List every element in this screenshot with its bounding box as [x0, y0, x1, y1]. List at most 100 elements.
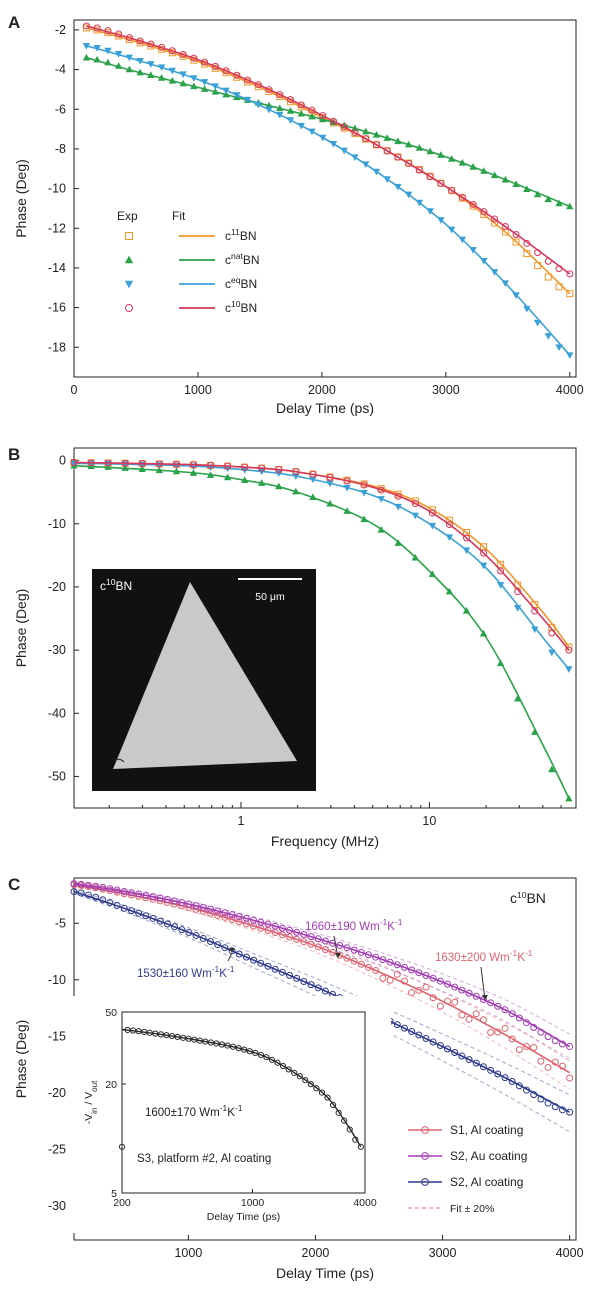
inset-y-tick-label: 20	[105, 1079, 117, 1091]
inset-y-axis-label-part: / V	[83, 1092, 95, 1108]
data-point	[297, 101, 305, 109]
inset-x-tick-label: 1000	[241, 1197, 265, 1209]
y-tick-label: -30	[48, 1199, 66, 1213]
data-point	[465, 1056, 473, 1064]
x-tick-label: 3000	[429, 1246, 457, 1260]
legend-entry-part-1: 11	[231, 227, 240, 237]
data-point	[394, 153, 402, 161]
data-point	[472, 992, 480, 1000]
inset-data-point	[341, 1117, 348, 1124]
data-point	[472, 1059, 480, 1067]
data-point	[321, 946, 329, 954]
data-point	[242, 920, 250, 928]
legend-entry: S1, Al coating	[450, 1123, 523, 1137]
legend-marker	[421, 1152, 429, 1160]
y-tick-label: -6	[55, 102, 66, 116]
fit-line	[86, 45, 571, 356]
data-point	[244, 76, 252, 84]
inset-data-point	[357, 1143, 364, 1150]
inset-annotation-part-2: K	[227, 1107, 235, 1119]
annotation-pink-arrow-head	[482, 995, 488, 1000]
data-point	[508, 1010, 516, 1018]
legend-marker	[125, 232, 133, 240]
inset-fit-line	[121, 1028, 362, 1148]
panel-title-part-2: BN	[526, 890, 545, 906]
fit-band-line	[73, 889, 570, 1096]
data-point	[362, 135, 370, 143]
series-c10BN	[70, 459, 573, 654]
data-point	[321, 937, 329, 945]
data-point	[379, 974, 387, 982]
legend-marker	[124, 280, 134, 289]
data-point	[178, 926, 186, 934]
data-point	[233, 71, 241, 79]
annotation-purple-arrow-head	[335, 953, 341, 958]
data-point	[445, 516, 453, 524]
legend-entry-part-0: c	[225, 301, 231, 315]
y-tick-label: -10	[48, 517, 66, 531]
data-point	[465, 989, 473, 997]
annotation-1-part-1: -1	[510, 948, 518, 958]
legend-marker	[421, 1178, 429, 1186]
data-point	[293, 935, 301, 943]
data-point	[565, 646, 573, 654]
legend-fit-header: Fit	[172, 209, 186, 223]
data-point	[566, 1043, 574, 1051]
data-point	[480, 208, 488, 216]
data-point	[472, 1010, 480, 1018]
data-point	[278, 931, 286, 939]
data-point	[242, 953, 250, 961]
data-point	[285, 933, 293, 941]
inset-y-tick-label: 50	[105, 1007, 117, 1019]
scale-bar-label: 50 μm	[255, 591, 285, 603]
y-tick-label: 0	[59, 454, 66, 468]
inset-series	[118, 1026, 364, 1150]
x-tick-label: 1000	[184, 383, 212, 397]
data-point	[235, 918, 243, 926]
data-point	[566, 270, 574, 278]
crystal-shape	[113, 582, 297, 769]
panel-letter-b: B	[8, 445, 20, 464]
data-point	[211, 62, 219, 70]
data-point	[415, 1031, 423, 1039]
legend-entry: c11BN	[225, 227, 257, 243]
data-point	[314, 943, 322, 951]
data-point	[271, 965, 279, 973]
data-point	[555, 344, 563, 351]
data-point	[491, 215, 499, 223]
annotation-2: 1530±160 Wm-1K-1	[137, 964, 235, 980]
y-tick-label: -10	[48, 973, 66, 987]
inset-y-axis-label-part: in	[90, 1108, 99, 1114]
annotation-2-part-3: -1	[227, 964, 235, 974]
data-point	[415, 969, 423, 977]
data-point	[300, 978, 308, 986]
data-point	[365, 951, 373, 959]
data-point	[201, 58, 209, 66]
data-point	[501, 1024, 509, 1032]
data-point	[343, 944, 351, 952]
data-point	[408, 1028, 416, 1036]
data-point	[221, 944, 229, 952]
data-point	[293, 974, 301, 982]
data-point	[278, 924, 286, 932]
data-point	[383, 147, 391, 155]
data-point	[293, 928, 301, 936]
data-point	[357, 948, 365, 956]
data-point	[82, 53, 91, 61]
data-point	[451, 983, 459, 991]
fit-line	[86, 56, 571, 208]
annotation-2-part-1: -1	[212, 964, 220, 974]
data-point	[300, 930, 308, 938]
legend-entry: S2, Al coating	[450, 1175, 523, 1189]
data-point	[314, 984, 322, 992]
inset-annotation-part-1: -1	[220, 1103, 228, 1113]
y-tick-label: -20	[48, 1086, 66, 1100]
annotation-0: 1660±190 Wm-1K-1	[305, 917, 403, 933]
x-axis-label: Delay Time (ps)	[276, 400, 374, 416]
fit-line	[73, 464, 570, 799]
data-point	[228, 916, 236, 924]
panel-b-chart: 1 10 0 -10 -20 -30 -40 -50 Frequency (MHz) Phase …	[13, 447, 577, 849]
data-point	[285, 971, 293, 979]
inset-label-part-0: c	[100, 579, 106, 593]
data-point	[300, 938, 308, 946]
